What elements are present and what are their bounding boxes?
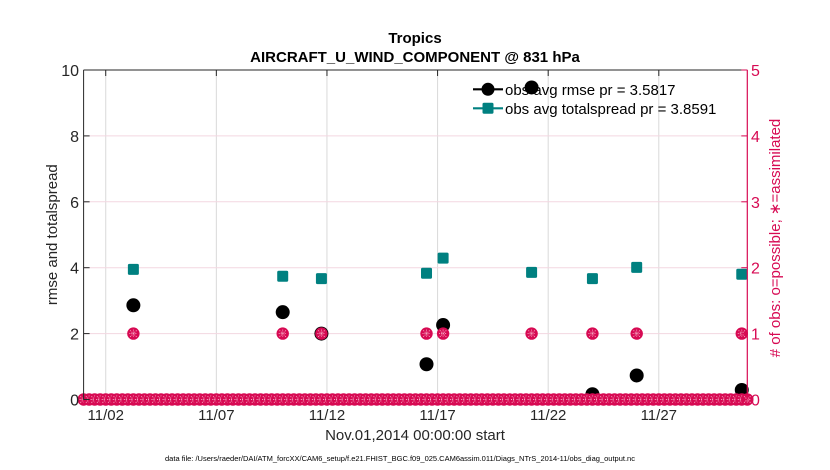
y-tick-label: 6 bbox=[70, 195, 79, 212]
chart-title: Tropics bbox=[388, 30, 441, 47]
totalspread-point bbox=[736, 268, 748, 280]
assimilated-star bbox=[422, 329, 431, 338]
y-right-tick-label: 0 bbox=[751, 393, 760, 410]
axes: 11/02 11/07 11/12 11/17 11/22 11/27 0 2 4 6 8 10 0 1 2… bbox=[61, 63, 760, 424]
y-tick-label: 8 bbox=[70, 129, 79, 146]
obs-count-marker bbox=[436, 327, 450, 340]
chart-subtitle: AIRCRAFT_U_WIND_COMPONENT @ 831 hPa bbox=[250, 49, 580, 66]
obs-count-marker bbox=[525, 327, 538, 340]
x-tick-label: 11/27 bbox=[641, 407, 677, 424]
x-tick-label: 11/12 bbox=[309, 407, 345, 424]
rmse-point bbox=[126, 298, 141, 313]
x-tick-label: 11/17 bbox=[419, 407, 455, 424]
y-tick-label: 0 bbox=[70, 393, 79, 410]
legend-marker-square bbox=[482, 102, 494, 114]
x-tick-label: 11/02 bbox=[88, 407, 124, 424]
x-tick-label: 11/22 bbox=[530, 407, 566, 424]
rmse-point bbox=[629, 368, 644, 383]
totalspread-point bbox=[127, 263, 139, 275]
y-axis-label: rmse and totalspread bbox=[44, 164, 61, 305]
totalspread-point bbox=[437, 252, 449, 264]
totalspread-point bbox=[421, 267, 433, 279]
obs-count-marker bbox=[586, 327, 599, 340]
obs-count-marker bbox=[630, 327, 643, 340]
legend-label: obs avg rmse pr = 3.5817 bbox=[505, 82, 676, 99]
assimilated-star bbox=[129, 329, 138, 338]
plot-data bbox=[77, 80, 754, 406]
totalspread-point bbox=[586, 273, 598, 285]
y-right-tick-label: 4 bbox=[751, 129, 760, 146]
legend-label: obs avg totalspread pr = 3.8591 bbox=[505, 101, 716, 118]
y-tick-label: 10 bbox=[61, 63, 79, 80]
rmse-point bbox=[734, 382, 749, 397]
x-tick-label: 11/07 bbox=[198, 407, 234, 424]
rmse-point bbox=[524, 80, 539, 95]
obs-count-marker bbox=[315, 327, 328, 340]
y-right-tick-label: 1 bbox=[751, 327, 760, 344]
assimilated-star bbox=[317, 329, 326, 338]
y-right-tick-label: 3 bbox=[751, 195, 760, 212]
assimilated-star bbox=[632, 329, 641, 338]
obs-count-marker bbox=[276, 327, 289, 340]
totalspread-point bbox=[315, 273, 327, 285]
y-tick-label: 4 bbox=[70, 261, 79, 278]
assimilated-star bbox=[278, 329, 287, 338]
legend-marker-circle bbox=[481, 82, 495, 96]
y-right-tick-label: 5 bbox=[751, 63, 760, 80]
y-tick-label: 2 bbox=[70, 327, 79, 344]
x-axis-label: Nov.01,2014 00:00:00 start bbox=[325, 427, 506, 444]
assimilated-star bbox=[588, 329, 597, 338]
rmse-point bbox=[419, 357, 434, 372]
y-right-tick-label: 2 bbox=[751, 261, 760, 278]
totalspread-point bbox=[631, 261, 643, 273]
data-file-footer: data file: /Users/raeder/DAI/ATM_forcXX/… bbox=[165, 454, 635, 463]
assimilated-star bbox=[527, 329, 536, 338]
legend: obs avg rmse pr = 3.5817 obs avg totalspr… bbox=[473, 82, 716, 118]
obs-count-marker bbox=[420, 327, 433, 340]
y-axis-label-right: # of obs: o=possible; ∗=assimilated bbox=[767, 119, 784, 358]
obs-count-marker bbox=[127, 327, 140, 340]
rmse-point bbox=[275, 305, 290, 320]
totalspread-point bbox=[277, 270, 289, 282]
totalspread-point bbox=[526, 266, 538, 278]
assimilated-star bbox=[439, 329, 448, 338]
